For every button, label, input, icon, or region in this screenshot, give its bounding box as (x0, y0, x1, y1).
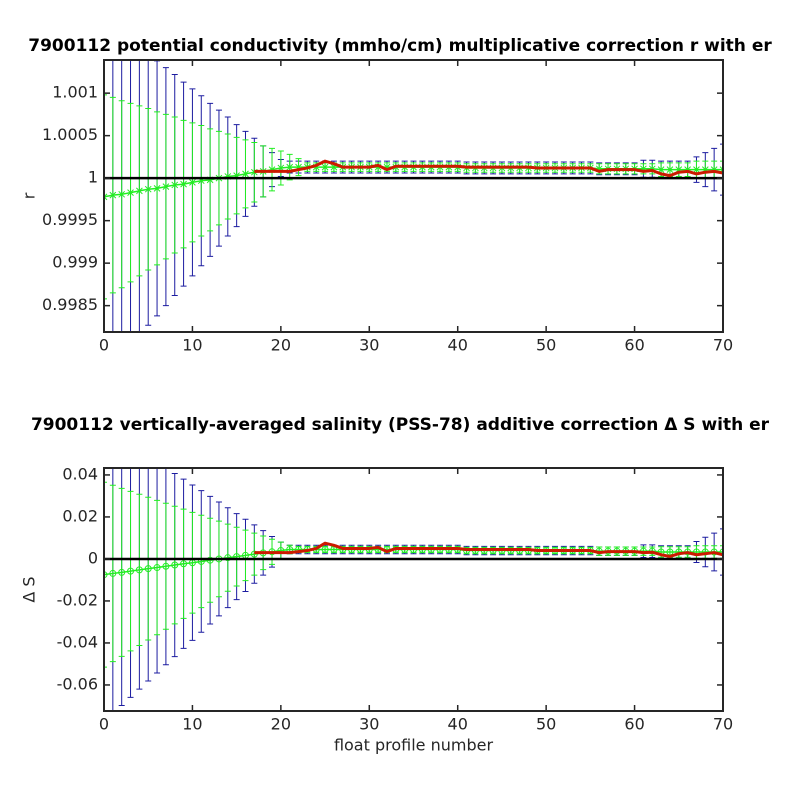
y-axis-label: Δ S (20, 576, 39, 602)
marker (144, 185, 152, 193)
error-bar (104, 94, 107, 300)
x-tick-label: 70 (713, 336, 733, 355)
axes-frame (103, 59, 724, 333)
marker (144, 565, 152, 573)
chart-title: 7900112 vertically-averaged salinity (PS… (31, 415, 770, 435)
marker (719, 548, 723, 556)
x-tick-label: 70 (713, 715, 733, 734)
x-tick-label: 0 (99, 336, 109, 355)
series-line (254, 541, 723, 558)
y-tick-label: -0.02 (57, 590, 98, 609)
marker (162, 183, 170, 191)
marker (189, 179, 196, 186)
y-tick-label: -0.04 (57, 632, 98, 651)
marker (153, 564, 161, 572)
marker (109, 191, 117, 199)
marker (321, 163, 329, 171)
marker (104, 193, 108, 201)
marker (153, 184, 161, 192)
x-tick-label: 40 (448, 715, 468, 734)
marker (180, 180, 187, 188)
x-axis-label: float profile number (334, 736, 494, 755)
plot-area (104, 60, 723, 332)
marker (109, 569, 117, 577)
marker (104, 571, 108, 579)
axes-frame (103, 467, 724, 712)
x-tick-label: 60 (624, 715, 644, 734)
marker (206, 556, 214, 564)
marker (171, 561, 179, 569)
x-tick-label: 60 (624, 336, 644, 355)
error-bar (720, 528, 723, 576)
y-tick-label: 1.0005 (42, 125, 98, 144)
x-tick-label: 30 (359, 336, 379, 355)
x-tick-label: 50 (536, 336, 556, 355)
marker (136, 187, 143, 195)
axes-background (104, 468, 723, 711)
marker (118, 190, 126, 198)
marker (118, 568, 126, 576)
y-tick-label: 1 (88, 168, 98, 187)
marker (162, 562, 170, 570)
error-bar (104, 481, 107, 668)
x-tick-label: 40 (448, 336, 468, 355)
axes-background (104, 60, 723, 332)
marker (321, 545, 329, 553)
marker (127, 189, 134, 196)
y-tick-label: 0.999 (52, 253, 98, 272)
marker (127, 567, 135, 575)
marker (242, 170, 249, 178)
marker (286, 163, 294, 171)
y-tick-label: 0 (88, 548, 98, 567)
marker (135, 566, 143, 574)
chart-title: 7900112 potential conductivity (mmho/cm)… (28, 36, 772, 56)
marker (693, 166, 700, 174)
y-tick-label: 0.9995 (42, 210, 98, 229)
x-tick-label: 0 (99, 715, 109, 734)
y-tick-label: 1.001 (52, 83, 98, 102)
x-tick-label: 10 (182, 336, 202, 355)
x-tick-label: 20 (271, 336, 291, 355)
marker (224, 554, 232, 562)
x-tick-label: 10 (182, 715, 202, 734)
x-tick-label: 20 (271, 715, 291, 734)
y-tick-label: 0.9985 (42, 295, 98, 314)
plot-area (104, 468, 723, 711)
x-tick-label: 50 (536, 715, 556, 734)
y-tick-label: -0.06 (57, 674, 98, 693)
marker (666, 166, 674, 174)
series-line (254, 159, 723, 178)
marker (171, 181, 179, 189)
y-tick-label: 0.02 (62, 506, 98, 525)
x-tick-label: 30 (359, 715, 379, 734)
marker (180, 560, 188, 568)
error-bar (720, 143, 723, 196)
y-axis-label: r (20, 192, 39, 199)
y-tick-label: 0.04 (62, 464, 98, 483)
